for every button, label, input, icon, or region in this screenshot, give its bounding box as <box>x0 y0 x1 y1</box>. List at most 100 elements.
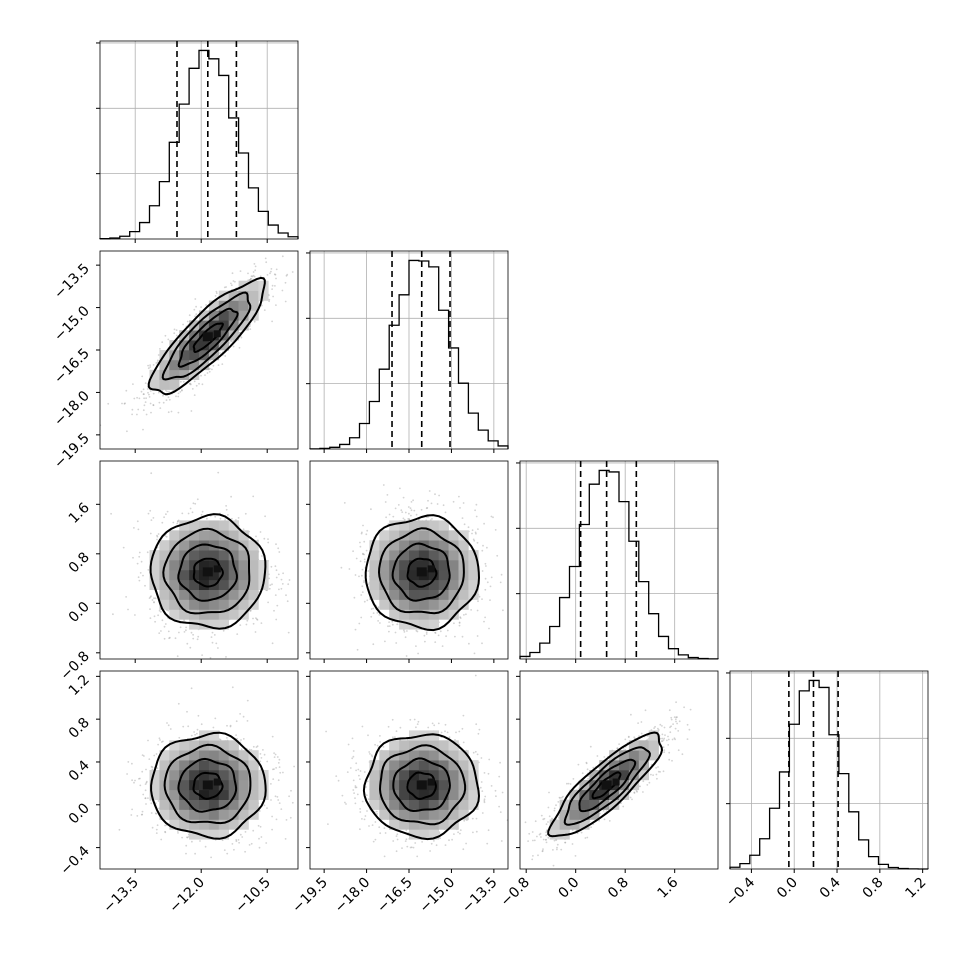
density-cell <box>159 579 170 590</box>
density-cell <box>248 290 259 301</box>
sample-point <box>263 309 266 311</box>
contour-level-3 <box>147 276 266 396</box>
sample-point <box>370 508 372 511</box>
sample-point <box>214 515 217 518</box>
sample-point <box>187 512 190 515</box>
sample-point <box>400 509 403 512</box>
density-cell <box>238 290 249 301</box>
sample-point <box>425 507 428 510</box>
panel-2-2 <box>516 460 719 663</box>
contours <box>147 276 266 396</box>
sample-point <box>404 636 407 639</box>
sample-point <box>150 595 152 598</box>
sample-point <box>496 554 499 557</box>
density-cell <box>369 569 380 581</box>
density-cell <box>179 330 190 341</box>
density-cell <box>258 560 269 571</box>
density-cell <box>199 599 210 610</box>
density-cell <box>428 550 439 561</box>
sample-point <box>230 340 233 343</box>
sample-point <box>461 635 464 638</box>
density-cell <box>428 520 439 531</box>
sample-point <box>226 852 229 855</box>
sample-point <box>165 535 168 538</box>
sample-point <box>382 484 385 486</box>
sample-point <box>250 275 253 278</box>
density-cell <box>258 569 269 581</box>
density-cell <box>448 569 459 581</box>
contour-level-3 <box>149 513 267 630</box>
panel-frame <box>99 40 299 240</box>
sample-point <box>284 281 287 284</box>
sample-point <box>224 355 227 357</box>
sample-point <box>252 274 255 277</box>
sample-point <box>229 724 232 727</box>
sample-point <box>403 518 406 521</box>
sample-point <box>153 601 155 603</box>
sample-point <box>253 320 256 323</box>
sample-point <box>239 624 242 626</box>
density-cell <box>189 350 200 361</box>
density-cell <box>399 579 410 590</box>
sample-point <box>476 635 479 637</box>
density-cell <box>379 589 390 600</box>
sample-point <box>492 516 494 519</box>
sample-point <box>287 583 290 586</box>
sample-point <box>253 275 256 278</box>
density-cell <box>228 599 239 610</box>
sample-point <box>211 631 214 634</box>
density-cell <box>169 609 180 620</box>
histogram-2 <box>519 469 719 660</box>
sample-point <box>266 274 269 276</box>
sample-point <box>439 630 442 633</box>
sample-point <box>156 535 159 538</box>
sample-point <box>134 614 136 616</box>
sample-point <box>275 576 278 579</box>
density-cell <box>169 369 180 380</box>
sample-point <box>477 600 479 603</box>
contour-level-2 <box>162 527 251 615</box>
sample-point <box>415 629 418 632</box>
sample-point <box>477 528 479 530</box>
sample-point <box>458 624 461 627</box>
sample-point <box>458 621 461 624</box>
density-cell <box>399 609 410 620</box>
sample-point <box>343 502 346 504</box>
sample-point <box>249 610 252 612</box>
sample-point <box>185 626 188 629</box>
sample-point <box>200 374 202 377</box>
sample-point <box>138 579 141 582</box>
sample-point <box>232 345 235 348</box>
y-tick-label: −18.0 <box>51 388 93 430</box>
sample-point <box>256 618 258 621</box>
sample-point <box>259 275 262 278</box>
sample-point <box>136 413 138 416</box>
sample-point <box>206 372 209 374</box>
density-cell <box>438 609 449 620</box>
density-cell <box>418 609 430 620</box>
sample-point <box>139 784 142 787</box>
density-cell <box>189 609 200 620</box>
density-cell <box>379 530 390 541</box>
density-cell <box>438 589 449 600</box>
sample-point <box>430 502 433 505</box>
sample-point <box>274 565 277 568</box>
sample-point <box>360 616 363 619</box>
sample-point <box>167 411 170 414</box>
density-cell <box>208 520 220 531</box>
density-cell <box>228 520 239 531</box>
sample-point <box>361 568 364 571</box>
density-cell <box>458 530 469 541</box>
sample-point <box>404 511 407 514</box>
density-cell <box>248 280 259 291</box>
sample-point <box>399 487 401 490</box>
density-cell <box>189 550 200 561</box>
density-cell <box>428 579 439 590</box>
sample-point <box>219 352 221 354</box>
sample-point <box>143 404 146 407</box>
density-cell <box>238 560 249 571</box>
density-cell <box>179 530 190 541</box>
sample-point <box>270 268 273 270</box>
sample-point <box>193 380 196 383</box>
sample-point <box>149 390 152 392</box>
